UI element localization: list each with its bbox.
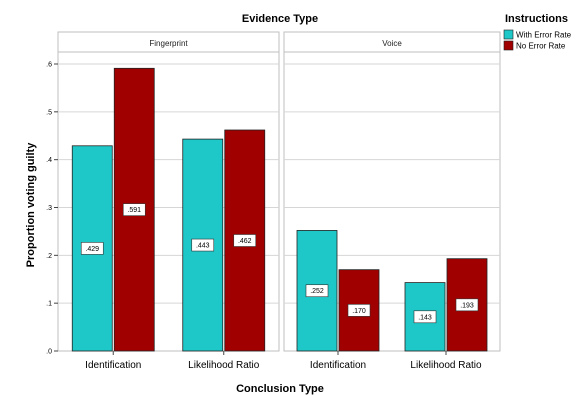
- x-tick-label: Likelihood Ratio: [188, 360, 260, 371]
- y-tick-label: .2: [46, 253, 52, 260]
- x-tick-label: Identification: [310, 360, 366, 371]
- legend-swatch: [503, 29, 514, 40]
- y-tick-label: .4: [46, 157, 52, 164]
- data-label: .252: [310, 288, 324, 295]
- legend-label: With Error Rate: [516, 31, 572, 40]
- data-label-box: [305, 284, 329, 298]
- y-tick-label: .6: [46, 62, 52, 69]
- panel-label-2: Voice: [382, 39, 402, 48]
- x-tick-label: Identification: [85, 360, 141, 371]
- y-tick-label: .0: [46, 349, 52, 356]
- legend-title: Instructions: [505, 13, 568, 25]
- data-label: .170: [352, 308, 366, 315]
- x-tick-label: Likelihood Ratio: [410, 360, 482, 371]
- legend-swatch: [503, 40, 514, 51]
- data-label-box: [455, 298, 479, 312]
- y-axis-label: Proportion voting guilty: [25, 142, 37, 268]
- data-label: .591: [127, 207, 141, 214]
- data-label-box: [347, 304, 371, 317]
- data-label: .193: [460, 302, 474, 309]
- data-label-box: [80, 242, 104, 255]
- chart-title: Evidence Type: [242, 13, 318, 25]
- data-label: .462: [238, 238, 252, 245]
- data-label-box: [122, 203, 146, 216]
- data-label-box: [413, 310, 437, 324]
- x-axis-label: Conclusion Type: [236, 383, 324, 395]
- y-tick-label: .5: [46, 109, 52, 116]
- y-tick-label: .3: [46, 205, 52, 212]
- legend: With Error Rate No Error Rate: [503, 29, 572, 51]
- data-label-box: [191, 238, 215, 252]
- plot-area: Fingerprint Voice .0 .1 .2 .3 .4 .5 .6 .429 .591 Id…: [46, 31, 501, 371]
- data-label: .443: [196, 243, 210, 250]
- panel-label-1: Fingerprint: [149, 39, 188, 48]
- y-tick-label: .1: [46, 301, 52, 308]
- data-label-box: [233, 234, 257, 247]
- data-label: .143: [418, 314, 432, 321]
- legend-label: No Error Rate: [516, 42, 566, 51]
- data-label: .429: [85, 246, 99, 253]
